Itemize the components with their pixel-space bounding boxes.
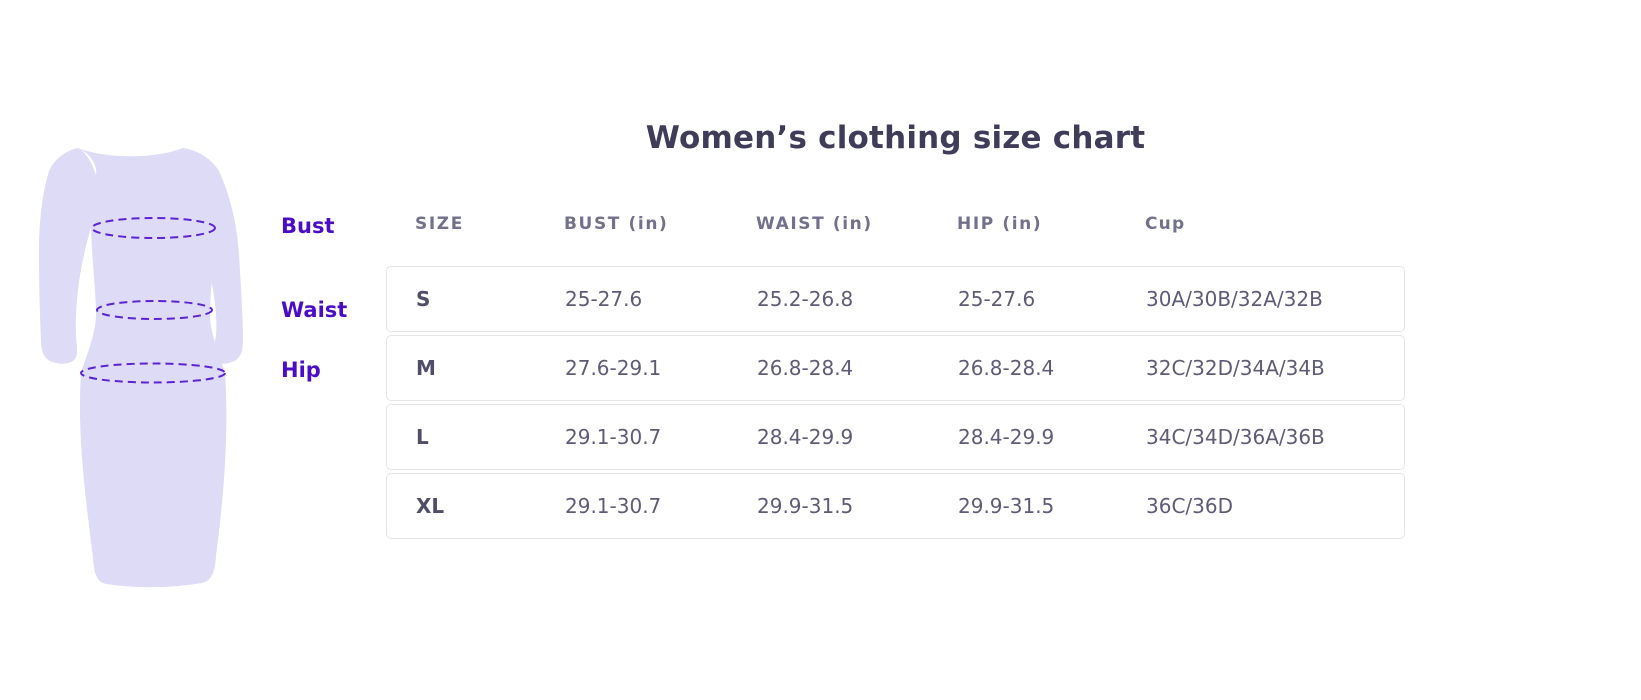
hip-measure-ellipse [80, 362, 226, 384]
cell-bust: 29.1-30.7 [565, 425, 662, 449]
column-header-bust: BUST (in) [564, 214, 669, 234]
cell-hip: 26.8-28.4 [958, 356, 1055, 380]
cell-hip: 28.4-29.9 [958, 425, 1055, 449]
column-header-cup: Cup [1145, 214, 1186, 234]
table-row-l: L 29.1-30.7 28.4-29.9 28.4-29.9 34C/34D/… [386, 404, 1405, 470]
cell-size: L [416, 425, 429, 449]
cell-size: M [416, 356, 436, 380]
page-title: Women’s clothing size chart [645, 120, 1146, 156]
cell-cup: 34C/34D/36A/36B [1146, 425, 1325, 449]
column-header-hip: HIP (in) [957, 214, 1043, 234]
measurement-label-bust: Bust [281, 214, 335, 238]
table-row-m: M 27.6-29.1 26.8-28.4 26.8-28.4 32C/32D/… [386, 335, 1405, 401]
dress-illustration [39, 148, 243, 588]
cell-cup: 32C/32D/34A/34B [1146, 356, 1325, 380]
measurement-label-waist: Waist [281, 298, 348, 322]
cell-waist: 29.9-31.5 [757, 494, 854, 518]
cell-waist: 25.2-26.8 [757, 287, 854, 311]
cell-cup: 30A/30B/32A/32B [1146, 287, 1323, 311]
table-row-s: S 25-27.6 25.2-26.8 25-27.6 30A/30B/32A/… [386, 266, 1405, 332]
cell-waist: 26.8-28.4 [757, 356, 854, 380]
dress-body [78, 148, 227, 588]
cell-hip: 29.9-31.5 [958, 494, 1055, 518]
cell-size: S [416, 287, 431, 311]
size-table: S 25-27.6 25.2-26.8 25-27.6 30A/30B/32A/… [386, 266, 1405, 542]
waist-measure-ellipse [96, 300, 213, 320]
cell-hip: 25-27.6 [958, 287, 1036, 311]
measurement-label-hip: Hip [281, 358, 321, 382]
bust-measure-ellipse [91, 217, 216, 239]
dress-left-sleeve [39, 148, 100, 364]
cell-bust: 29.1-30.7 [565, 494, 662, 518]
cell-bust: 27.6-29.1 [565, 356, 662, 380]
table-row-xl: XL 29.1-30.7 29.9-31.5 29.9-31.5 36C/36D [386, 473, 1405, 539]
cell-waist: 28.4-29.9 [757, 425, 854, 449]
column-header-waist: WAIST (in) [756, 214, 873, 234]
cell-bust: 25-27.6 [565, 287, 643, 311]
cell-size: XL [416, 494, 445, 518]
size-table-header: SIZE BUST (in) WAIST (in) HIP (in) Cup [386, 204, 1405, 244]
column-header-size: SIZE [415, 214, 464, 234]
cell-cup: 36C/36D [1146, 494, 1234, 518]
